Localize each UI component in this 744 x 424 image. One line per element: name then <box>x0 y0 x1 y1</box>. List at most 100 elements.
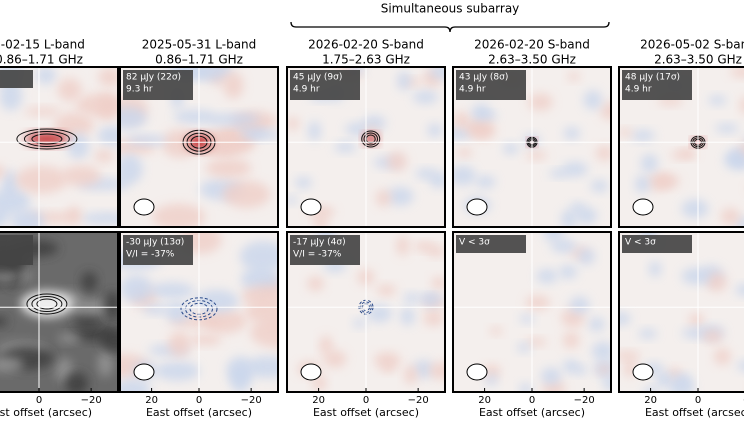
noise <box>470 121 496 140</box>
noise <box>519 314 535 324</box>
panel-freq: 0.86–1.71 GHz <box>155 53 243 67</box>
noise <box>431 276 445 290</box>
noise <box>426 246 445 257</box>
noise <box>190 334 222 346</box>
noise <box>142 304 169 315</box>
contour <box>16 128 78 150</box>
noise <box>412 90 439 104</box>
bracket-label: Simultaneous subarray <box>381 2 520 16</box>
noise <box>24 107 62 116</box>
noise <box>155 361 200 381</box>
panel-date: 2026-02-20 S-band <box>474 38 590 52</box>
noise <box>453 111 471 129</box>
noise <box>423 310 445 326</box>
info-box <box>0 70 33 88</box>
panel: -30 μJy (13σ) V/I = -37% <box>120 232 278 392</box>
contour <box>361 130 381 148</box>
noise <box>548 169 570 178</box>
noise <box>550 239 577 253</box>
contour <box>26 293 68 315</box>
noise <box>334 141 357 153</box>
noise <box>58 333 82 344</box>
noise <box>475 175 496 189</box>
noise <box>713 348 731 365</box>
noise <box>603 375 611 392</box>
panel: 45 μJy (9σ) 4.9 hr <box>287 67 445 227</box>
noise <box>428 362 445 380</box>
panel: 82 μJy (22σ) 9.3 hr <box>120 67 278 227</box>
noise <box>205 113 259 126</box>
noise <box>567 71 580 82</box>
noise <box>516 342 531 353</box>
info-text: V < 3σ <box>459 238 490 248</box>
noise <box>1 170 19 196</box>
noise <box>307 276 324 292</box>
noise <box>35 67 57 85</box>
noise <box>599 101 611 121</box>
beam <box>133 198 155 216</box>
info-text: 48 μJy (17σ) <box>625 73 680 83</box>
noise <box>323 350 347 368</box>
noise <box>413 360 435 379</box>
noise <box>0 166 6 178</box>
contour <box>36 298 58 310</box>
tick-label: 0 <box>36 395 42 406</box>
tick-label: 20 <box>644 395 657 406</box>
panel-freq: 0.86–1.71 GHz <box>0 53 83 67</box>
info-box <box>123 70 193 100</box>
info-box <box>622 70 692 100</box>
noise <box>422 293 441 307</box>
noise <box>375 189 391 207</box>
info-text: 4.9 hr <box>293 85 320 95</box>
info-text: 45 μJy (9σ) <box>293 73 342 83</box>
noise <box>287 195 298 205</box>
contour <box>31 133 63 145</box>
panel-frame <box>452 66 612 228</box>
noise <box>97 126 118 146</box>
noise <box>576 207 598 225</box>
noise <box>429 67 445 80</box>
noise <box>595 145 611 161</box>
tick-label: −20 <box>81 395 102 406</box>
noise <box>61 165 102 187</box>
tick-label: −20 <box>241 395 262 406</box>
noise <box>590 179 609 193</box>
bracket <box>290 21 610 33</box>
noise <box>386 187 414 206</box>
noise <box>560 209 578 227</box>
noise <box>597 365 611 375</box>
noise <box>559 265 578 279</box>
info-box <box>290 235 360 265</box>
noise <box>230 365 251 392</box>
noise <box>250 317 278 348</box>
noise <box>240 129 278 140</box>
noise <box>314 214 328 227</box>
noise <box>638 328 657 339</box>
noise <box>543 232 564 242</box>
noise <box>588 317 606 332</box>
noise <box>201 308 247 334</box>
noise <box>94 149 115 163</box>
noise <box>528 93 553 111</box>
noise <box>120 154 143 185</box>
noise <box>100 328 118 353</box>
info-text: V/I = -37% <box>293 250 342 260</box>
panel-frame <box>618 66 744 228</box>
noise <box>0 316 9 327</box>
noise <box>126 134 168 146</box>
noise <box>720 208 740 225</box>
noise <box>308 121 321 142</box>
noise <box>536 268 558 284</box>
noise <box>591 341 611 361</box>
noise <box>397 71 411 91</box>
panel: -17 μJy (4σ) V/I = -37% <box>287 232 445 392</box>
noise <box>222 180 271 209</box>
info-box <box>622 235 692 253</box>
noise <box>735 284 744 296</box>
panel-date: 5-02-15 L-band <box>0 38 85 52</box>
panel: (9σ) <box>0 67 118 227</box>
beam <box>632 363 654 381</box>
panel-frame <box>119 66 279 228</box>
noise <box>729 67 744 78</box>
noise <box>168 331 192 357</box>
